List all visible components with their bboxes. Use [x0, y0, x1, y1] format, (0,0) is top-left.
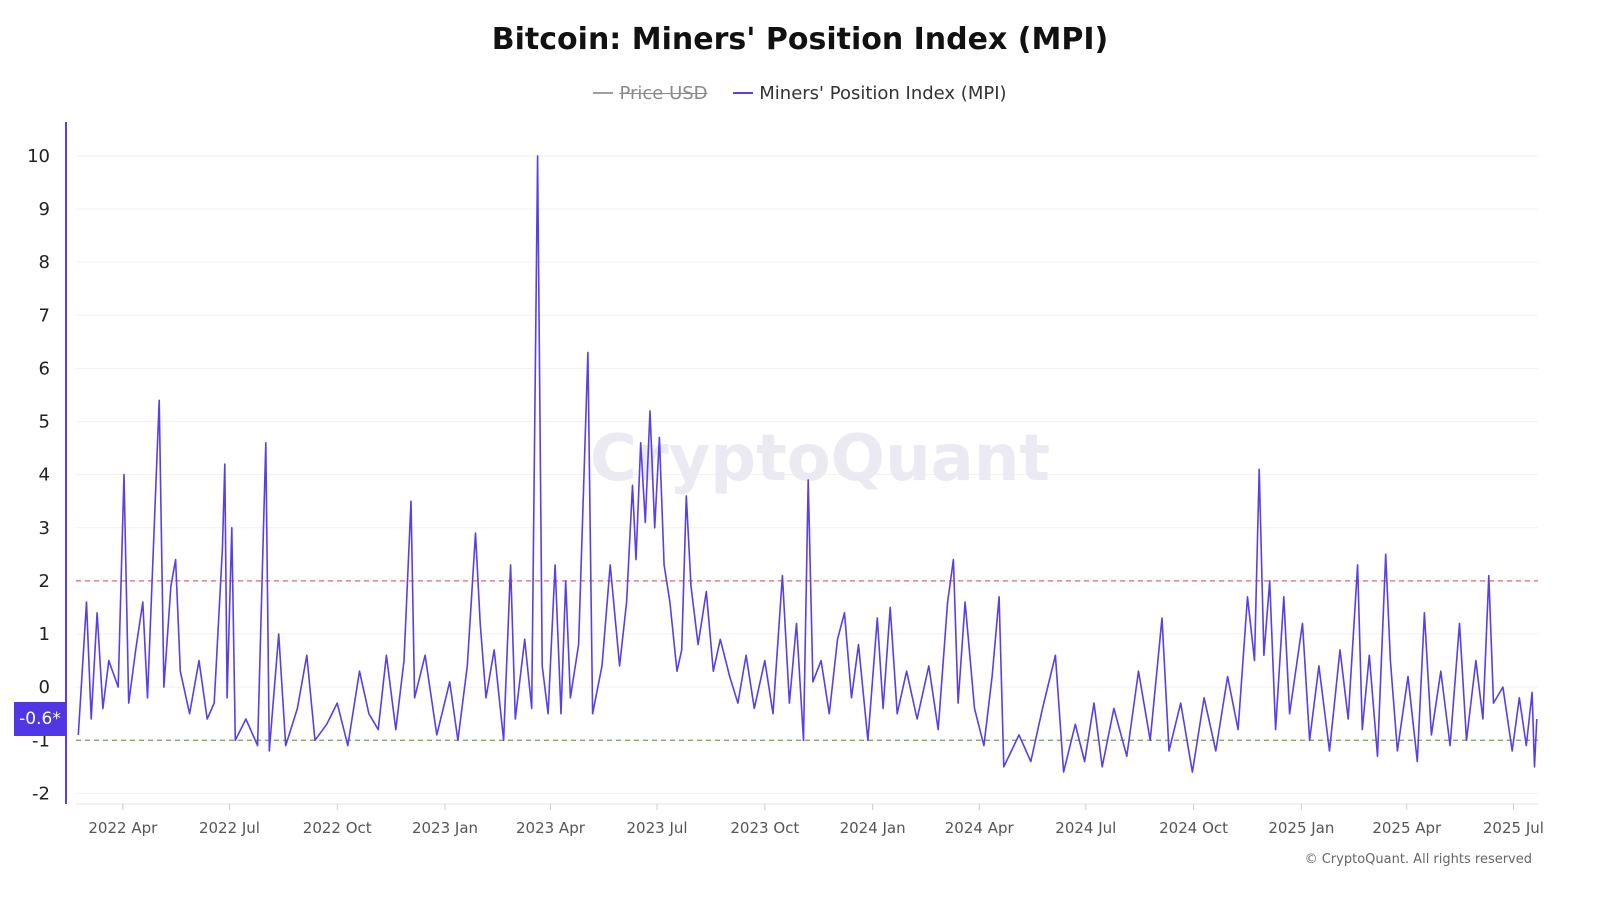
- x-tick-label-0: 2022 Apr: [88, 819, 158, 837]
- legend-swatch-price-usd: [593, 92, 614, 94]
- current-value-label: -0.6*: [14, 702, 66, 736]
- y-tick-label-6: 4: [39, 465, 50, 486]
- y-tick-label-2: 0: [39, 677, 50, 698]
- x-tick-label-9: 2024 Jul: [1055, 819, 1116, 837]
- legend-item-mpi[interactable]: Miners' Position Index (MPI): [733, 82, 1007, 104]
- chart-title: Bitcoin: Miners' Position Index (MPI): [491, 22, 1109, 57]
- x-tick-label-8: 2024 Apr: [945, 819, 1015, 837]
- y-tick-label-0: -2: [32, 783, 50, 804]
- y-tick-label-5: 3: [39, 518, 50, 539]
- x-tick-label-13: 2025 Jul: [1483, 819, 1544, 837]
- y-tick-label-12: 10: [27, 146, 50, 167]
- x-tick-label-5: 2023 Jul: [627, 819, 688, 837]
- y-tick-label-9: 7: [39, 305, 50, 326]
- legend-item-price-usd[interactable]: Price USD: [593, 82, 708, 104]
- series-line-mpi: [77, 155, 1538, 773]
- y-tick-label-4: 2: [39, 571, 50, 592]
- legend-label-mpi: Miners' Position Index (MPI): [759, 82, 1007, 104]
- x-tick-label-10: 2024 Oct: [1159, 819, 1228, 837]
- chart-legend: Price USD Miners' Position Index (MPI): [0, 78, 1600, 104]
- x-tick-label-1: 2022 Jul: [199, 819, 260, 837]
- series-mpi: [77, 155, 1538, 773]
- legend-swatch-mpi: [733, 92, 754, 94]
- watermark: CryptoQuant: [590, 422, 1050, 496]
- x-tick-label-12: 2025 Apr: [1372, 819, 1442, 837]
- y-tick-label-10: 8: [39, 252, 50, 273]
- y-tick-label-11: 9: [39, 199, 50, 220]
- x-tick-label-2: 2022 Oct: [303, 819, 372, 837]
- y-tick-label-3: 1: [39, 624, 50, 645]
- y-tick-label-8: 6: [39, 358, 50, 379]
- copyright-notice: © CryptoQuant. All rights reserved: [1304, 852, 1532, 867]
- x-axis: 2022 Apr 2022 Jul 2022 Oct 2023 Jan 2023 Apr…: [76, 803, 1544, 837]
- x-tick-label-7: 2024 Jan: [840, 819, 906, 837]
- x-tick-label-6: 2023 Oct: [730, 819, 799, 837]
- x-tick-label-11: 2025 Jan: [1268, 819, 1334, 837]
- x-tick-label-3: 2023 Jan: [412, 819, 478, 837]
- legend-label-price-usd: Price USD: [619, 82, 708, 104]
- x-tick-label-4: 2023 Apr: [516, 819, 586, 837]
- y-tick-label-7: 5: [39, 412, 50, 433]
